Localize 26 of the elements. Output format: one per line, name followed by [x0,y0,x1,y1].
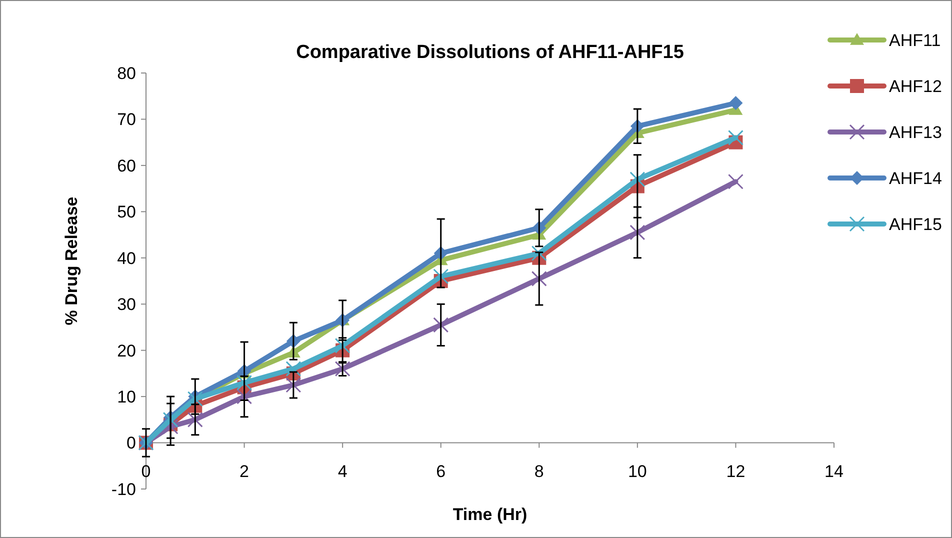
legend-label: AHF12 [889,76,942,96]
legend-label: AHF15 [889,214,942,234]
x-tick-label: 8 [534,462,544,481]
x-tick-label: 12 [726,462,746,481]
y-tick-label: 10 [117,388,136,407]
x-tick-label: 0 [141,462,151,481]
legend-label: AHF14 [889,168,942,188]
legend-label: AHF11 [889,30,941,50]
x-tick-label: 2 [240,462,250,481]
y-tick-label: 0 [126,434,136,453]
y-tick-label: 50 [117,202,136,222]
y-tick-label: -10 [111,480,136,499]
x-tick-label: 4 [338,462,348,481]
y-axis-title: % Drug Release [62,196,81,326]
y-tick-label: 30 [117,295,136,314]
y-tick-label: 80 [117,64,136,83]
y-tick-label: 40 [117,248,136,268]
y-tick-label: 60 [117,156,136,176]
y-tick-label: 70 [117,110,136,130]
chart-title: Comparative Dissolutions of AHF11-AHF15 [296,42,684,63]
y-tick-label: 20 [117,341,136,360]
x-axis-title: Time (Hr) [452,505,528,524]
legend-label: AHF13 [889,122,942,142]
x-tick-label: 14 [824,462,844,481]
x-tick-label: 10 [628,462,647,481]
x-tick-label: 6 [436,462,446,481]
